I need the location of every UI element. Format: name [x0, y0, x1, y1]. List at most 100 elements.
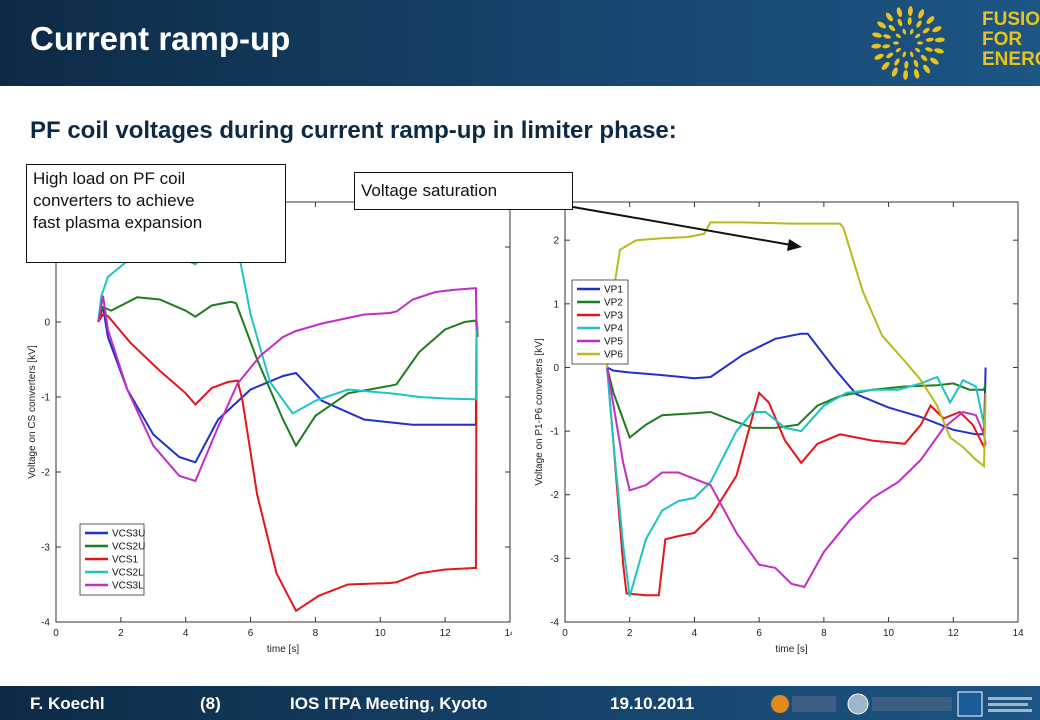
logo-petal [894, 58, 900, 66]
x-tick-label: 14 [504, 628, 512, 639]
legend-label-vp4: VP4 [604, 324, 623, 335]
y-tick-label: -3 [550, 554, 559, 565]
callout-high-load-line1: High load on PF coil [33, 169, 186, 188]
series-line-vp5 [606, 367, 987, 589]
plot-area [564, 201, 1019, 623]
logo-petal [913, 59, 919, 68]
x-tick-label: 12 [440, 628, 452, 639]
x-tick-label: 10 [375, 628, 387, 639]
logo-petal [909, 51, 914, 58]
logo-petal [918, 9, 925, 19]
footer-author: F. Koechl [30, 694, 105, 713]
y-axis-label: Voltage on P1-P6 converters [kV] [534, 338, 545, 486]
logo-petal [907, 6, 913, 17]
create-logo-icon [847, 693, 952, 715]
logo-petal [934, 48, 944, 54]
logo-petal [926, 16, 935, 25]
x-axis-label: time [s] [775, 644, 807, 655]
fusion-for-energy-logo [860, 0, 1040, 86]
series-line-vp4 [606, 367, 987, 597]
tu-wien-logo-icon [957, 691, 1032, 717]
legend-label-vcs2u: VCS2U [112, 542, 145, 553]
y-tick-label: -2 [550, 490, 559, 501]
logo-petal [881, 61, 890, 70]
x-tick-label: 12 [948, 628, 960, 639]
x-tick-label: 6 [248, 628, 254, 639]
footer-date: 19.10.2011 [610, 694, 695, 713]
logo-petal [934, 37, 945, 43]
logo-petal [888, 24, 896, 32]
logo-petal [872, 32, 882, 38]
logo-petal [891, 67, 898, 77]
logo-petal [883, 34, 891, 39]
logo-petal [904, 60, 909, 69]
logo-petal [886, 52, 894, 59]
x-tick-label: 10 [883, 628, 895, 639]
legend-box [571, 279, 629, 365]
y-tick-label: 1 [553, 299, 559, 310]
legend-label-vp5: VP5 [604, 337, 623, 348]
legend-label-vcs3l: VCS3L [112, 581, 144, 592]
callout-voltage-saturation: Voltage saturation [354, 172, 573, 210]
logo-petal [882, 44, 891, 49]
logo-petal [925, 37, 934, 42]
logo-petal [907, 17, 912, 26]
x-tick-label: 4 [692, 628, 698, 639]
logo-petal [915, 33, 921, 39]
x-tick-label: 0 [562, 628, 568, 639]
ccfe-logo-icon [771, 695, 836, 713]
slide-footer: F. Koechl (8) IOS ITPA Meeting, Kyoto 19… [0, 686, 1040, 720]
legend-label-vp6: VP6 [604, 350, 623, 361]
callout-high-load-line2: converters to achieve [33, 191, 195, 210]
slide-subtitle: PF coil voltages during current ramp-up … [30, 117, 677, 144]
logo-petal [896, 7, 903, 18]
logo-petal [893, 41, 899, 45]
logo-petal [920, 54, 928, 62]
callout-high-load: High load on PF coil converters to achie… [26, 164, 286, 263]
x-tick-label: 2 [627, 628, 633, 639]
legend-label-vp3: VP3 [604, 311, 623, 322]
y-tick-label: 0 [553, 363, 559, 374]
logo-petal [874, 53, 884, 60]
sunflower-logo-icon [871, 6, 945, 80]
logo-petal [877, 21, 886, 29]
series-line-vcs2u [97, 296, 479, 448]
x-tick-label: 14 [1012, 628, 1024, 639]
y-tick-label: 0 [44, 318, 50, 329]
partner-logos [771, 691, 1032, 717]
x-tick-label: 8 [821, 628, 827, 639]
logo-petal [885, 12, 893, 22]
y-tick-label: -4 [550, 618, 559, 629]
logo-petal [916, 20, 922, 28]
series-line-vp1 [606, 332, 987, 436]
y-tick-label: -1 [41, 393, 50, 404]
logo-petal [913, 68, 920, 79]
legend-label-vp2: VP2 [604, 298, 623, 309]
logo-petal [902, 28, 907, 35]
y-axis-label: Voltage on CS converters [kV] [27, 345, 38, 479]
logo-text-line3: ENERGY [982, 49, 1040, 70]
logo-petal [902, 51, 907, 58]
series-line-vp2 [606, 367, 987, 440]
x-tick-label: 6 [756, 628, 762, 639]
y-tick-label: -2 [41, 468, 50, 479]
y-tick-label: 2 [553, 236, 559, 247]
legend-label-vcs3u: VCS3U [112, 529, 145, 540]
y-tick-label: -3 [41, 543, 50, 554]
x-tick-label: 0 [53, 628, 59, 639]
logo-petal [915, 47, 921, 53]
series-line-vcs1 [97, 313, 479, 613]
y-tick-label: -1 [550, 427, 559, 438]
logo-petal [917, 41, 923, 45]
callout-high-load-line3: fast plasma expansion [33, 213, 203, 232]
x-tick-label: 2 [118, 628, 124, 639]
logo-petal [932, 26, 942, 33]
x-tick-label: 4 [183, 628, 189, 639]
logo-petal [923, 64, 931, 74]
logo-petal [897, 18, 903, 27]
footer-page-number: (8) [200, 694, 221, 713]
logo-petal [895, 47, 901, 53]
legend-label-vcs1: VCS1 [112, 555, 139, 566]
